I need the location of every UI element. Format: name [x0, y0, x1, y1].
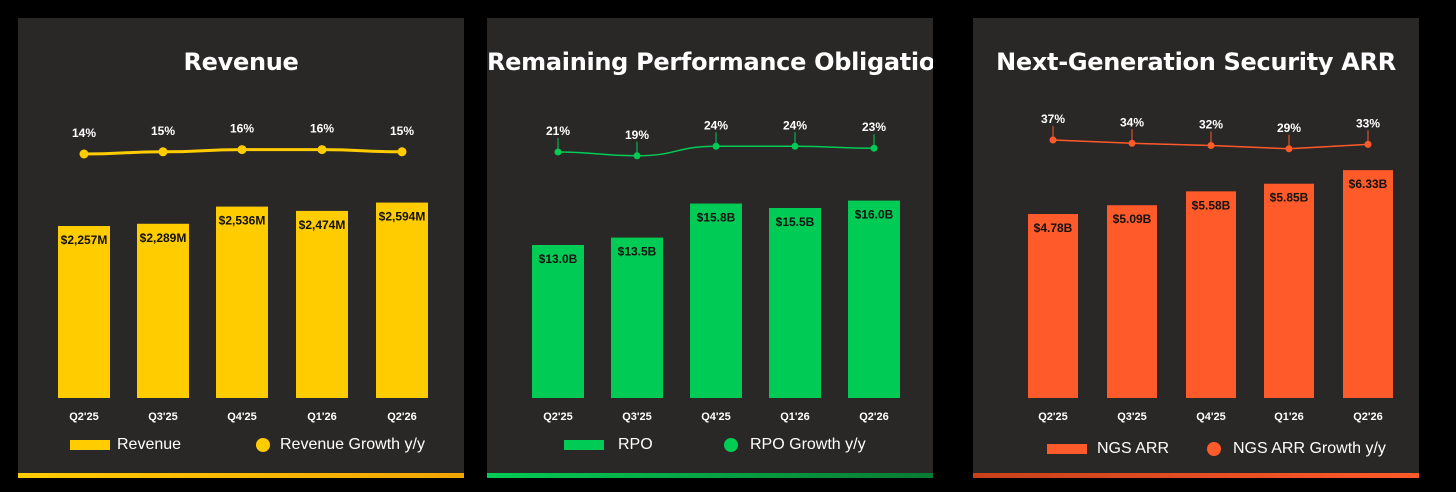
growth-point	[1049, 136, 1057, 144]
growth-label: 15%	[151, 124, 175, 138]
growth-point	[633, 152, 641, 160]
growth-point	[554, 148, 562, 156]
bar-value-label: $5.09B	[1113, 212, 1152, 226]
bar-value-label: $2,474M	[299, 218, 346, 232]
legend-line-label: Revenue Growth y/y	[280, 436, 425, 453]
rpo-chart-panel: Remaining Performance Obligation $13.0B $…	[487, 18, 933, 478]
growth-label: 24%	[704, 118, 728, 132]
accent-bar	[18, 473, 464, 478]
bar	[1107, 205, 1157, 398]
bar-value-label: $15.8B	[697, 211, 736, 225]
bar	[690, 203, 742, 398]
x-tick-label: Q2'26	[1353, 411, 1383, 423]
legend-bar-swatch	[70, 440, 110, 450]
growth-point	[237, 145, 247, 155]
legend-bar-swatch	[564, 440, 604, 450]
x-tick-label: Q2'26	[387, 411, 417, 423]
x-tick-label: Q4'25	[701, 411, 731, 423]
x-tick-label: Q2'25	[1038, 411, 1068, 423]
bar-value-label: $13.5B	[618, 245, 657, 259]
bar-value-label: $5.58B	[1192, 198, 1231, 212]
legend-line-dot	[724, 438, 738, 452]
ngs-arr-chart-panel: Next-Generation Security ARR $4.78B $5.09…	[973, 18, 1419, 478]
x-tick-label: Q1'26	[307, 411, 337, 423]
bar-value-label: $6.33B	[1349, 177, 1388, 191]
bar-value-label: $2,536M	[219, 214, 266, 228]
bar-value-label: $5.85B	[1270, 191, 1309, 205]
bar	[1264, 183, 1314, 398]
x-tick-label: Q4'25	[1196, 411, 1226, 423]
bar	[137, 223, 189, 398]
growth-point	[1207, 142, 1215, 149]
x-tick-label: Q2'25	[69, 411, 99, 423]
growth-label: 34%	[1120, 115, 1144, 129]
bar	[216, 206, 268, 398]
growth-point	[397, 147, 407, 157]
legend-line-label: NGS ARR Growth y/y	[1233, 440, 1386, 457]
rpo-chart: $13.0B $13.5B $15.8B $15.5B $16.0B Q2'25 Q3'25…	[532, 118, 900, 423]
growth-label: 15%	[390, 124, 414, 138]
bar	[1186, 191, 1236, 398]
growth-point	[317, 145, 327, 155]
bar	[848, 200, 900, 398]
growth-point	[158, 147, 168, 157]
x-tick-label: Q3'25	[622, 411, 652, 423]
legend-bar-label: RPO	[618, 436, 653, 453]
x-tick-label: Q3'25	[1117, 411, 1147, 423]
legend-line-dot	[256, 438, 270, 452]
chart-title: Next-Generation Security ARR	[996, 48, 1396, 76]
bar	[1028, 214, 1078, 398]
revenue-chart: $2,257M $2,289M $2,536M $2,474M $2,594M Q2'25…	[58, 122, 428, 423]
bar-value-label: $15.5B	[776, 215, 815, 229]
growth-label: 16%	[310, 122, 334, 136]
growth-label: 24%	[783, 118, 807, 132]
bar	[611, 237, 663, 398]
accent-bar	[487, 473, 933, 478]
bar	[532, 245, 584, 398]
legend-bar-swatch	[1047, 444, 1087, 454]
x-tick-label: Q2'26	[859, 411, 889, 423]
bar-value-label: $2,594M	[379, 210, 426, 224]
revenue-chart-panel: Revenue $2,257M $2,289M $2,536M $2,474M $2,5…	[18, 18, 464, 478]
bar-value-label: $4.78B	[1034, 221, 1073, 235]
chart-title: Remaining Performance Obligation	[487, 48, 933, 76]
chart-title: Revenue	[183, 48, 299, 76]
bar	[58, 226, 110, 398]
growth-point	[712, 142, 720, 150]
bar	[376, 202, 428, 398]
growth-point	[1285, 145, 1293, 153]
growth-label: 23%	[862, 120, 886, 134]
x-tick-label: Q2'25	[543, 411, 573, 423]
growth-point	[1128, 139, 1136, 147]
bar-value-label: $2,289M	[140, 231, 187, 245]
growth-point	[870, 144, 878, 152]
growth-label: 19%	[625, 128, 649, 142]
bar-value-label: $13.0B	[539, 252, 578, 266]
legend-line-label: RPO Growth y/y	[750, 436, 866, 453]
growth-point	[79, 149, 89, 159]
legend-bar-label: Revenue	[117, 436, 182, 453]
growth-label: 33%	[1356, 116, 1380, 130]
growth-point	[1364, 140, 1372, 148]
x-tick-label: Q1'26	[780, 411, 810, 423]
growth-label: 37%	[1041, 112, 1065, 126]
bar	[296, 210, 348, 398]
bar-value-label: $2,257M	[61, 233, 108, 247]
growth-label: 29%	[1277, 121, 1301, 135]
growth-label: 16%	[230, 122, 254, 136]
bar-value-label: $16.0B	[855, 208, 894, 222]
bar	[769, 208, 821, 398]
bar	[1343, 170, 1393, 398]
legend-line-dot	[1207, 442, 1221, 456]
x-tick-label: Q4'25	[227, 411, 257, 423]
legend-bar-label: NGS ARR	[1097, 440, 1170, 457]
growth-label: 14%	[72, 126, 96, 140]
x-tick-label: Q3'25	[148, 411, 178, 423]
ngs-arr-chart: $4.78B $5.09B $5.58B $5.85B $6.33B Q2'25 Q3'25…	[1028, 112, 1393, 423]
growth-label: 32%	[1199, 118, 1223, 132]
growth-point	[791, 142, 799, 150]
x-tick-label: Q1'26	[1274, 411, 1304, 423]
growth-label: 21%	[546, 124, 570, 138]
accent-bar	[973, 473, 1419, 478]
